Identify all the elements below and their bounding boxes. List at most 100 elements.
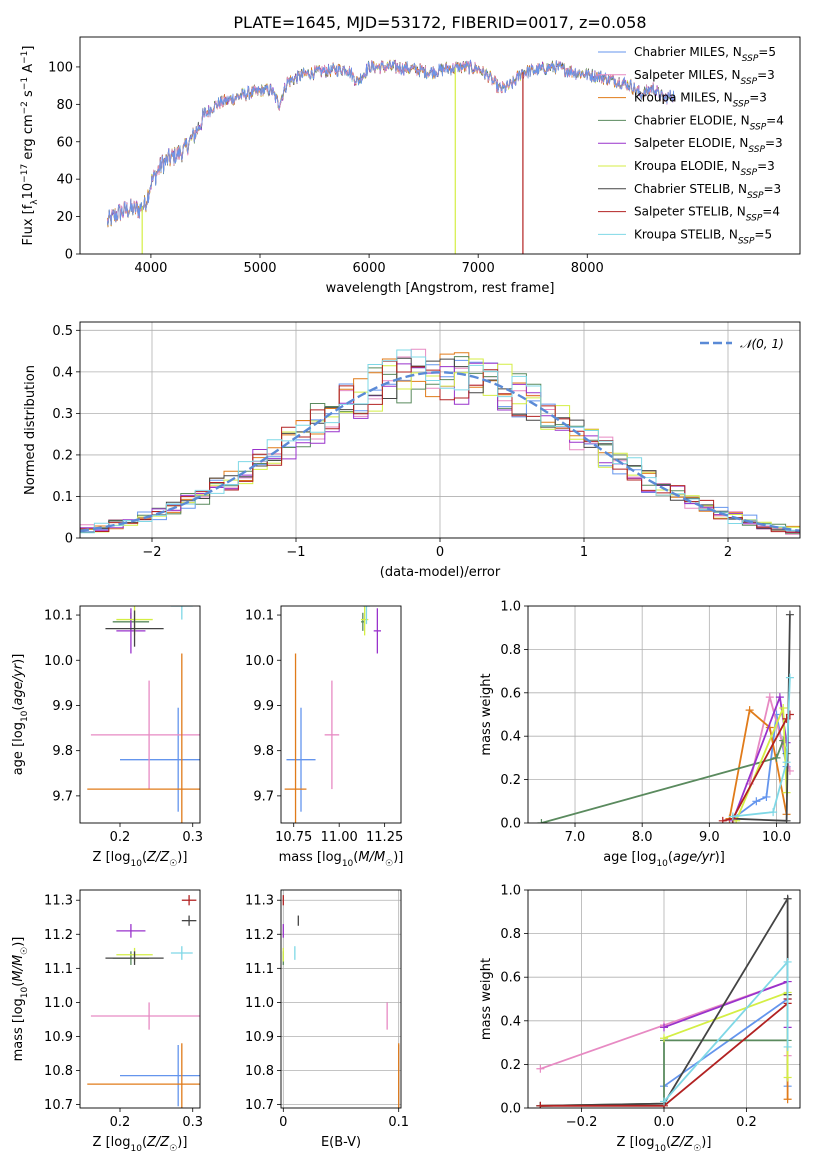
x-tick-label: 0.3 (182, 1115, 203, 1130)
x-tick-label: 6000 (353, 261, 386, 276)
label-part: mass weight (479, 958, 494, 1040)
weight-marker (785, 673, 794, 682)
y-axis-label: Flux [fλ10−17 erg cm−2 s−1 A−1] (20, 46, 40, 246)
weight-marker (536, 1101, 545, 1108)
label-part: Z/Z (146, 850, 170, 865)
weight-marker (785, 710, 794, 719)
x-tick-label: 0.2 (736, 1115, 757, 1130)
y-tick-label: 1.0 (500, 884, 521, 899)
axes-frame (79, 605, 201, 824)
y-tick-label: 0.8 (500, 927, 521, 942)
x-tick-label: 4000 (134, 261, 167, 276)
y-tick-label: 10.0 (245, 654, 274, 669)
label-part: Flux [f (21, 204, 36, 245)
errorbar-point-chabrier-stelib (181, 915, 197, 926)
label-part: =3 (757, 159, 775, 173)
plot-area-weight-vs-Z (528, 890, 800, 1108)
label-part: Z [log (93, 1135, 131, 1150)
x-tick-label: 5000 (243, 261, 276, 276)
weight-marker (783, 1095, 792, 1104)
x-tick-label: 0.1 (388, 1115, 409, 1130)
weight-marker (783, 1073, 792, 1082)
y-tick-label: 10.7 (245, 1098, 274, 1113)
plot-area-mass-vs-Z (87, 895, 200, 1108)
x-tick-label: 0.2 (110, 1115, 131, 1130)
label-part: ☉ (385, 859, 393, 869)
label-part: ] (21, 46, 36, 51)
x-axis-label: E(B-V) (321, 1135, 361, 1150)
label-part: ( (142, 1135, 147, 1150)
y-tick-label: 40 (56, 173, 73, 188)
x-tick-label: 8.0 (632, 830, 653, 845)
label-part: −1 (20, 51, 30, 64)
label-part: 10 (21, 183, 36, 200)
panel-weight-vs-age: 7.0 8.0 9.0 10.0 0.0 0.2 0.4 0.6 0.8 1.0 age [log1… (479, 600, 801, 869)
weight-marker (779, 703, 788, 712)
label-part: Z [log (617, 1135, 655, 1150)
axes-frame (79, 36, 801, 255)
weight-marker (782, 816, 791, 823)
x-tick-label: 0.2 (110, 830, 131, 845)
label-part: 10 (20, 710, 30, 722)
y-tick-label: 11.0 (44, 996, 73, 1011)
label-part: 10 (130, 859, 142, 869)
y-tick-label: 0.6 (500, 971, 521, 986)
label-part: M/M (11, 955, 26, 982)
label-part: SSP (746, 214, 763, 224)
y-axis-label: Normed distribution (23, 365, 38, 495)
y-tick-label: 9.9 (52, 699, 73, 714)
legend-entry: Chabrier STELIB, NSSP=3 (634, 182, 781, 201)
x-axis-label: (data-model)/error (380, 565, 501, 580)
x-tick-label: 7.0 (565, 830, 586, 845)
label-part: 10 (20, 986, 30, 998)
spectrum-line-kroupa-miles (106, 59, 675, 227)
y-tick-label: 100 (48, 60, 73, 75)
spectrum-line-chabrier-elodie (106, 59, 675, 228)
figure-title: PLATE=1645, MJD=53172, FIBERID=0017, z=0… (233, 13, 646, 32)
x-tick-label: 0.3 (182, 830, 203, 845)
label-part: Salpeter STELIB, N (634, 205, 746, 219)
label-part: age/yr (673, 850, 716, 865)
x-tick-label: 1 (580, 545, 588, 560)
label-part: E(B-V) (321, 1135, 361, 1150)
y-tick-label: 0 (65, 248, 73, 263)
y-tick-label: 0.4 (52, 365, 73, 380)
panel-spectrum: 4000 5000 6000 7000 8000 0 20 40 60 80 100 waveleng… (20, 36, 801, 296)
label-part: =5 (754, 227, 772, 241)
weight-marker (537, 819, 546, 823)
y-tick-label: 0.5 (52, 324, 73, 339)
panel-mass-vs-EBV: 0 0.1 10.7 10.8 10.9 11.0 11.1 11.2 11.3 E(B-V) (245, 889, 409, 1150)
weight-marker (783, 957, 792, 966)
label-part: mass [log (11, 998, 26, 1061)
label-part: )] (11, 937, 26, 947)
label-part: )] (393, 850, 403, 865)
weight-marker (718, 816, 727, 823)
x-axis-label: mass [log10(M/M☉)] (279, 850, 404, 869)
label-part: Normed distribution (23, 365, 38, 495)
x-tick-label: 0.0 (654, 1115, 675, 1130)
errorbar-point-salpeter-miles (324, 680, 340, 790)
y-tick-label: 11.3 (245, 894, 274, 909)
errorbar-point-chabrier-stelib (105, 951, 164, 965)
errorbar-point-chabrier-miles (120, 1044, 200, 1107)
label-part: (data-model)/error (380, 565, 501, 580)
axes-frame (280, 605, 402, 824)
label-part: SSP (741, 77, 758, 87)
label-part: −17 (20, 164, 30, 183)
label-part: s (21, 90, 36, 101)
label-part: )] (701, 1135, 711, 1150)
y-tick-label: 10.8 (44, 1064, 73, 1079)
y-tick-label: 20 (56, 210, 73, 225)
plot-area-mass-vs-EBV (281, 890, 401, 1108)
weight-marker (765, 693, 774, 702)
errorbar-point-salpeter-elodie (116, 608, 146, 654)
weight-marker (745, 706, 754, 715)
label-part: age [log (603, 850, 656, 865)
y-tick-label: 9.8 (52, 744, 73, 759)
weight-line-kroupa-miles (728, 708, 788, 819)
y-tick-label: 0.2 (52, 448, 73, 463)
label-part: mass [log (279, 850, 342, 865)
weight-marker (769, 808, 778, 817)
